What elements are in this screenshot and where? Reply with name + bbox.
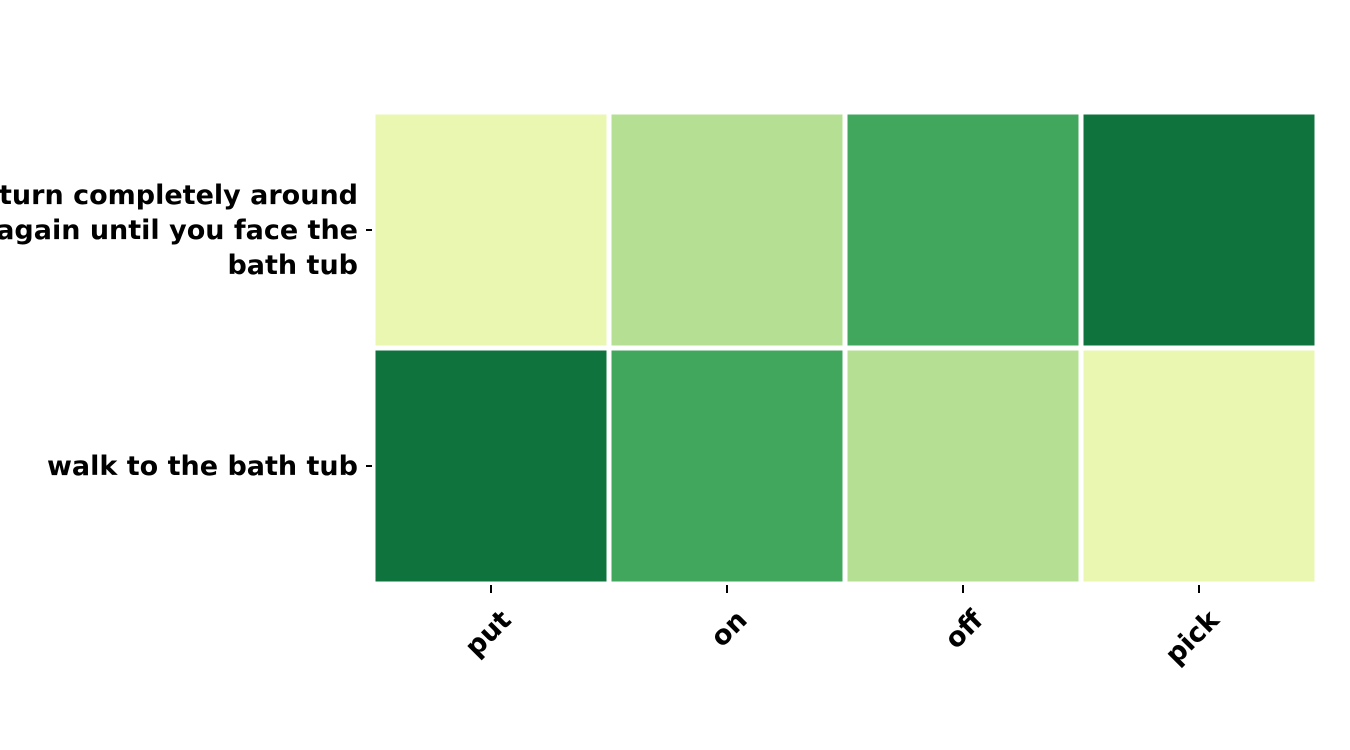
x-tick-label-3: pick — [1159, 604, 1226, 671]
y-tick-label-line: walk to the bath tub — [47, 451, 358, 482]
x-axis: put on off pick — [459, 585, 1226, 671]
y-tick-label-line: bath tub — [227, 250, 358, 281]
y-axis: turn completely around again until you fa… — [0, 180, 372, 482]
heatmap-cell-r1-c0 — [375, 350, 607, 582]
heatmap-cell-r0-c2 — [847, 114, 1079, 346]
x-tick-label-0: put — [459, 605, 517, 663]
heatmap-cells — [375, 114, 1315, 582]
heatmap-cell-r0-c3 — [1083, 114, 1315, 346]
y-tick-label-0: turn completely around again until you fa… — [0, 180, 358, 281]
heatmap-cell-r0-c1 — [611, 114, 843, 346]
x-tick-label-2: off — [939, 604, 990, 655]
x-tick-label-1: on — [705, 605, 754, 654]
heatmap-cell-r1-c2 — [847, 350, 1079, 582]
y-tick-label-line: turn completely around — [0, 180, 358, 211]
heatmap-cell-r1-c3 — [1083, 350, 1315, 582]
y-tick-label-1: walk to the bath tub — [47, 451, 358, 482]
heatmap-cell-r0-c0 — [375, 114, 607, 346]
heatmap-cell-r1-c1 — [611, 350, 843, 582]
y-tick-label-line: again until you face the — [0, 215, 358, 246]
